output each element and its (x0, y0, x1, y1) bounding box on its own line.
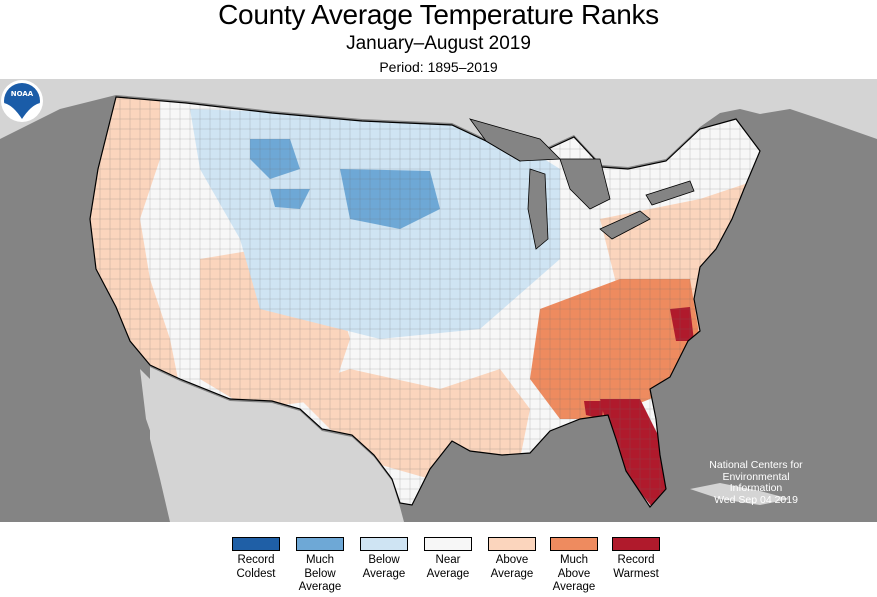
us-land (90, 97, 760, 507)
map-panel: NOAA National Centers for Environmental … (0, 79, 877, 522)
legend-label: Near Average (426, 554, 470, 580)
legend: Record Coldest Much Below Average Below … (0, 537, 877, 597)
noaa-logo: NOAA (1, 80, 43, 122)
canada-land (0, 79, 877, 167)
map-title: County Average Temperature Ranks (218, 0, 659, 30)
legend-swatch (612, 537, 660, 551)
legend-swatch (360, 537, 408, 551)
credit-line: Environmental (722, 470, 790, 483)
mexico-land (150, 367, 404, 522)
legend-swatch (424, 537, 472, 551)
legend-item-near-average: Near Average (416, 537, 480, 581)
legend-item-much-above-average: Much Above Average (542, 537, 606, 595)
legend-label: Much Above Average (552, 554, 596, 593)
great-lakes (468, 118, 695, 250)
legend-swatch (296, 537, 344, 551)
legend-item-record-warmest: Record Warmest (604, 537, 668, 581)
ncei-credit: National Centers for Environmental Infor… (700, 459, 812, 506)
legend-item-record-coldest: Record Coldest (224, 537, 288, 581)
legend-swatch (488, 537, 536, 551)
map-period: Period: 1895–2019 (379, 59, 498, 75)
legend-swatch (550, 537, 598, 551)
us-outline (89, 96, 761, 508)
credit-date: Wed Sep 04 2019 (714, 493, 798, 506)
credit-line: Information (729, 482, 783, 494)
legend-label: Above Average (490, 554, 534, 580)
noaa-logo-text: NOAA (11, 90, 34, 98)
credit-line: National Centers for (709, 459, 803, 471)
legend-swatch (232, 537, 280, 551)
legend-label: Below Average (362, 554, 406, 580)
map-subtitle: January–August 2019 (346, 33, 531, 54)
legend-label: Record Coldest (236, 554, 276, 580)
baja-peninsula (140, 369, 188, 493)
legend-item-much-below-average: Much Below Average (288, 537, 352, 595)
us-county-map (0, 79, 877, 522)
legend-item-below-average: Below Average (352, 537, 416, 581)
legend-label: Record Warmest (613, 554, 659, 580)
legend-label: Much Below Average (298, 554, 342, 593)
caribbean-islands (690, 483, 790, 505)
legend-item-above-average: Above Average (480, 537, 544, 581)
